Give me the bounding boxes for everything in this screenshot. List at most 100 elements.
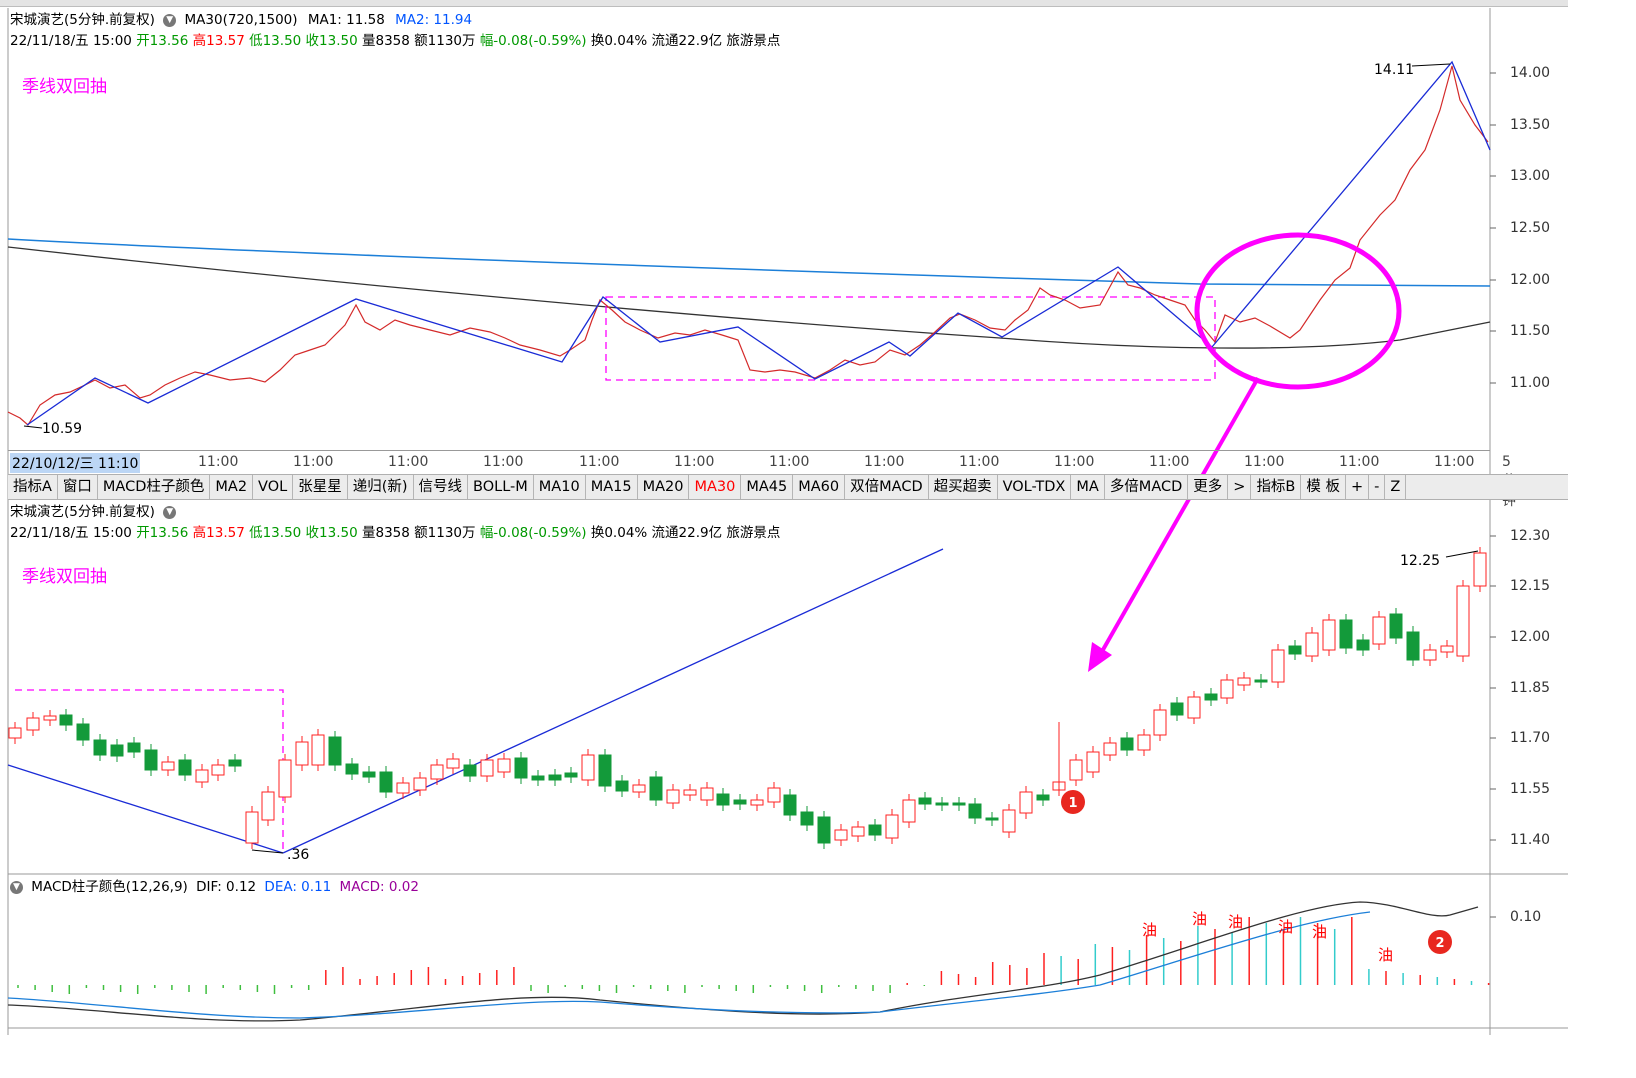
- upper-y-axis: 14.00 13.50 13.00 12.50 12.00 11.50 11.0…: [1490, 0, 1568, 450]
- candle-down: [514, 757, 528, 779]
- candle-down: [379, 771, 393, 793]
- indicator-tab[interactable]: MA60: [793, 475, 846, 499]
- indicator-tab[interactable]: 递归(新): [348, 475, 414, 499]
- indicator-tab[interactable]: 指标B: [1251, 475, 1302, 499]
- indicator-tab[interactable]: 多倍MACD: [1105, 475, 1189, 499]
- indicator-tab[interactable]: 超买超卖: [929, 475, 998, 499]
- candle-up: [1019, 791, 1033, 814]
- upper-consolidation-box: [605, 296, 1216, 381]
- indicator-tab[interactable]: -: [1369, 475, 1386, 499]
- quote-volume: 量8358: [362, 33, 410, 49]
- indicator-tab[interactable]: MA15: [586, 475, 638, 499]
- candle-down: [362, 771, 376, 778]
- oil-label: 油: [1378, 946, 1393, 964]
- lower-y-tick: 12.30: [1510, 528, 1551, 544]
- quote-change: 幅-0.08(-0.59%): [479, 525, 587, 541]
- candle-up: [311, 734, 325, 766]
- indicator-tab[interactable]: 模 板: [1301, 475, 1346, 499]
- indicator-tab[interactable]: MA30: [689, 475, 742, 499]
- indicator-tab[interactable]: MA: [1071, 475, 1105, 499]
- upper-quote-row: 22/11/18/五 15:00 开13.56 高13.57 低13.50 收1…: [10, 32, 780, 50]
- quote-high: 高13.57: [192, 525, 245, 541]
- quote-low: 低13.50: [249, 525, 302, 541]
- indicator-tab[interactable]: MA2: [210, 475, 254, 499]
- indicator-tab[interactable]: MACD柱子颜色: [98, 475, 211, 499]
- candle-up: [8, 727, 22, 739]
- indicator-tab[interactable]: BOLL-M: [468, 475, 534, 499]
- indicator-tab[interactable]: 张星星: [293, 475, 348, 499]
- upper-title: 宋城演艺(5分钟.前复权): [10, 12, 155, 28]
- indicator-tab[interactable]: 更多: [1188, 475, 1229, 499]
- circle-down-icon[interactable]: ▼: [10, 880, 23, 894]
- candle-down: [649, 776, 663, 801]
- candle-up: [767, 787, 781, 803]
- candle-up: [261, 791, 275, 821]
- time-axis-label: 11:00: [198, 454, 239, 470]
- candle-down: [228, 759, 242, 767]
- indicator-tab[interactable]: VOL-TDX: [998, 475, 1072, 499]
- quote-turnover: 换0.04%: [590, 525, 648, 541]
- quote-volume: 量8358: [362, 525, 410, 541]
- lower-y-tick: 11.55: [1510, 781, 1551, 797]
- candle-up: [43, 715, 57, 721]
- lower-y-tick: 11.40: [1510, 832, 1551, 848]
- indicator-tab[interactable]: Z: [1385, 475, 1407, 499]
- candle-down: [783, 794, 797, 816]
- indicator-tab[interactable]: >: [1228, 475, 1252, 499]
- candle-up: [750, 799, 764, 806]
- lower-y-tick: 12.00: [1510, 629, 1551, 645]
- macd-y-axis: 0.10: [1490, 874, 1568, 1024]
- indicator-tab[interactable]: VOL: [253, 475, 294, 499]
- indicator-tab[interactable]: 信号线: [414, 475, 469, 499]
- candle-down: [1036, 794, 1050, 801]
- indicator-tab[interactable]: MA20: [638, 475, 690, 499]
- indicator-tab[interactable]: 双倍MACD: [845, 475, 929, 499]
- candle-down: [1254, 679, 1268, 683]
- candle-up: [1086, 751, 1100, 773]
- quote-close: 收13.50: [305, 33, 358, 49]
- candle-down: [1288, 645, 1302, 655]
- indicator-tab[interactable]: MA45: [741, 475, 794, 499]
- candle-down: [1356, 639, 1370, 651]
- lower-y-tick-marks: [1490, 535, 1496, 841]
- indicator-tab[interactable]: 窗口: [58, 475, 98, 499]
- lower-quote-row: 22/11/18/五 15:00 开13.56 高13.57 低13.50 收1…: [10, 524, 780, 542]
- candle-down: [868, 824, 882, 836]
- quote-change: 幅-0.08(-0.59%): [479, 33, 587, 49]
- candle-up: [1103, 742, 1117, 756]
- time-axis: 22/10/12/三 11:10 11:00 11:00 11:00 11:00…: [8, 450, 1516, 509]
- lower-y-tick: 12.15: [1510, 578, 1551, 594]
- indicator-tab[interactable]: 指标A: [8, 475, 58, 499]
- macd-oil-labels: 油 油 油 油 油 油: [1142, 910, 1393, 964]
- quote-open: 开13.56: [136, 525, 189, 541]
- lower-y-tick: 11.70: [1510, 730, 1551, 746]
- circle-down-icon[interactable]: ▼: [163, 505, 177, 519]
- candle-up: [1271, 649, 1285, 683]
- annotation-arrow-shaft: [1098, 377, 1260, 656]
- candle-down: [918, 797, 932, 805]
- indicator-tab[interactable]: +: [1346, 475, 1370, 499]
- quote-close: 收13.50: [305, 525, 358, 541]
- candle-up: [834, 829, 848, 841]
- candle-up: [1237, 677, 1251, 686]
- lower-title-row: 宋城演艺(5分钟.前复权) ▼: [10, 503, 177, 521]
- lower-min-label: .36: [287, 847, 309, 863]
- candle-down: [127, 742, 141, 753]
- time-axis-label: 11:00: [388, 454, 429, 470]
- upper-price-path: [7, 65, 1489, 426]
- candle-up: [1372, 616, 1386, 645]
- candle-down: [76, 723, 90, 741]
- circle-down-icon[interactable]: ▼: [163, 13, 177, 27]
- candle-up: [1220, 679, 1234, 699]
- time-axis-date-box: 22/10/12/三 11:10: [10, 453, 141, 473]
- upper-trend-zigzag: [26, 60, 1491, 426]
- candle-down: [598, 754, 612, 787]
- candle-down: [345, 763, 359, 775]
- candle-down: [178, 759, 192, 776]
- time-axis-label: 11:00: [959, 454, 1000, 470]
- upper-y-tick-marks: [1490, 72, 1496, 384]
- quote-turnover: 换0.04%: [590, 33, 648, 49]
- lower-title: 宋城演艺(5分钟.前复权): [10, 504, 155, 520]
- indicator-tab[interactable]: MA10: [534, 475, 586, 499]
- time-axis-label: 11:00: [293, 454, 334, 470]
